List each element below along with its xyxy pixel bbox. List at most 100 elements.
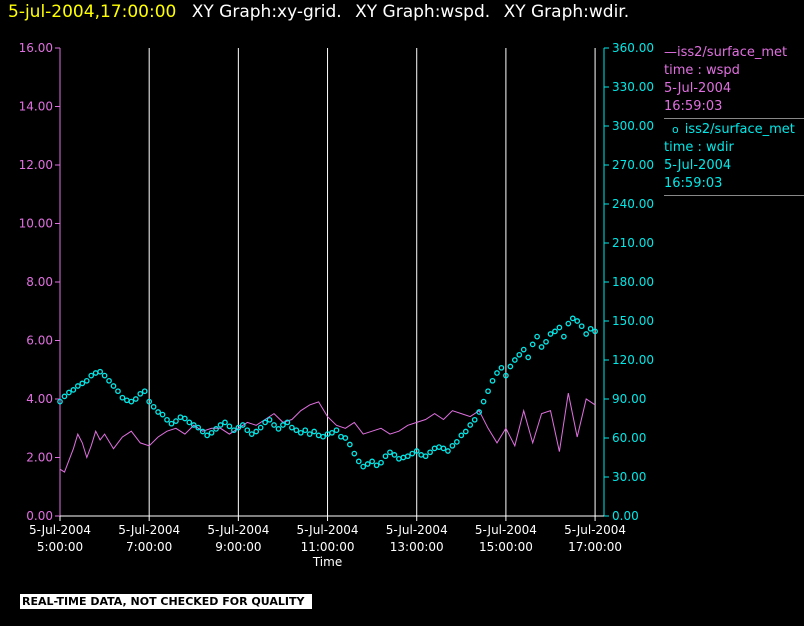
wdir-data-point	[284, 419, 291, 426]
wdir-data-point	[574, 318, 581, 324]
wdir-data-point	[485, 388, 491, 395]
wdir-data-point	[293, 427, 300, 434]
wdir-data-point	[311, 428, 318, 435]
wdir-data-point	[235, 424, 242, 431]
wdir-data-point	[436, 444, 442, 450]
wdir-data-point	[578, 323, 585, 330]
wdir-data-point	[155, 409, 161, 415]
wdir-data-point	[128, 398, 135, 405]
wdir-data-point	[141, 388, 148, 395]
wdir-data-point	[315, 432, 322, 439]
x-tick-date: 5-Jul-2004	[118, 523, 180, 537]
wdir-data-point	[271, 422, 277, 428]
right-y-tick-label: 300.00	[612, 119, 654, 133]
wdir-data-point	[552, 328, 558, 335]
wdir-data-point	[208, 429, 215, 436]
wdir-data-point	[351, 450, 358, 457]
wdir-data-point	[92, 370, 99, 376]
x-tick-time: 11:00:00	[301, 540, 355, 554]
right-y-tick-label: 60.00	[612, 431, 646, 445]
wdir-data-point	[480, 398, 487, 405]
wdir-data-point	[503, 372, 509, 379]
right-y-tick-label: 120.00	[612, 353, 654, 367]
wdir-data-point	[226, 423, 233, 430]
wdir-data-point	[534, 333, 540, 340]
left-y-tick-label: 8.00	[26, 275, 53, 289]
wdir-data-point	[431, 445, 438, 452]
wdir-data-point	[369, 458, 375, 465]
wdir-data-point	[520, 346, 527, 353]
wdir-data-point	[248, 431, 255, 437]
wdir-data-point	[177, 414, 184, 421]
wdir-data-point	[467, 422, 474, 428]
wdir-data-point	[525, 354, 532, 361]
right-y-tick-label: 30.00	[612, 470, 646, 484]
wdir-data-point	[182, 415, 188, 422]
wdir-data-point	[275, 426, 282, 432]
wdir-data-point	[306, 431, 313, 437]
wdir-data-point	[449, 442, 456, 449]
legend-time: 16:59:03	[664, 99, 723, 114]
right-y-tick-label: 0.00	[612, 509, 639, 523]
wdir-data-point	[266, 416, 273, 423]
wdir-data-point	[97, 368, 103, 375]
wdir-data-point	[66, 389, 72, 396]
right-y-tick-label: 180.00	[612, 275, 654, 289]
wdir-data-point	[83, 377, 90, 384]
legend-date: 5-Jul-2004	[664, 158, 732, 173]
wdir-data-point	[404, 453, 411, 460]
wdir-data-point	[231, 427, 237, 434]
legend-field: time : wspd	[664, 63, 740, 78]
legend-time: 16:59:03	[664, 176, 723, 191]
x-tick-date: 5-Jul-2004	[297, 523, 359, 537]
wdir-data-point	[583, 331, 590, 337]
left-y-tick-label: 14.00	[19, 100, 53, 114]
wdir-data-point	[556, 324, 563, 331]
left-y-tick-label: 0.00	[26, 509, 53, 523]
legend-line-marker: —	[664, 45, 677, 60]
right-y-tick-label: 150.00	[612, 314, 654, 328]
legend-source: iss2/surface_met	[684, 122, 795, 137]
wdir-data-point	[440, 445, 447, 452]
wdir-data-point	[396, 455, 402, 462]
wdir-data-point	[159, 411, 166, 418]
wdir-data-point	[88, 372, 95, 379]
wdir-data-point	[507, 363, 514, 370]
wdir-data-point	[164, 416, 170, 423]
x-tick-date: 5-Jul-2004	[207, 523, 269, 537]
wdir-data-point	[569, 315, 576, 322]
wdir-data-point	[360, 463, 367, 470]
legend-field: time : wdir	[664, 140, 734, 155]
wdir-data-point	[320, 433, 326, 440]
wdir-data-point	[173, 418, 179, 424]
wdir-data-point	[462, 428, 469, 435]
wdir-data-point	[391, 452, 398, 458]
wdir-data-point	[346, 441, 353, 448]
wdir-data-point	[146, 398, 153, 405]
left-y-tick-label: 2.00	[26, 451, 53, 465]
left-y-tick-label: 12.00	[19, 158, 53, 172]
right-y-tick-label: 330.00	[612, 80, 654, 94]
wdir-data-point	[418, 452, 425, 458]
left-y-tick-label: 16.00	[19, 41, 53, 55]
wdir-data-point	[422, 453, 429, 460]
wdir-data-point	[110, 383, 117, 389]
right-y-tick-label: 90.00	[612, 392, 646, 406]
wdir-data-point	[199, 428, 206, 435]
wdir-data-point	[587, 325, 594, 332]
wdir-data-point	[529, 341, 536, 348]
wdir-data-point	[409, 450, 416, 457]
wdir-data-point	[297, 429, 304, 436]
wdir-data-point	[489, 377, 496, 384]
wdir-data-point	[289, 424, 295, 431]
x-tick-date: 5-Jul-2004	[475, 523, 537, 537]
wdir-data-point	[364, 461, 371, 467]
x-tick-time: 5:00:00	[37, 540, 83, 554]
wdir-data-point	[387, 449, 393, 456]
wdir-data-point	[516, 351, 523, 358]
wdir-data-point	[338, 433, 344, 440]
wdir-data-point	[592, 328, 598, 335]
x-tick-time: 15:00:00	[479, 540, 533, 554]
wdir-data-point	[400, 454, 407, 461]
wdir-data-point	[217, 422, 224, 428]
